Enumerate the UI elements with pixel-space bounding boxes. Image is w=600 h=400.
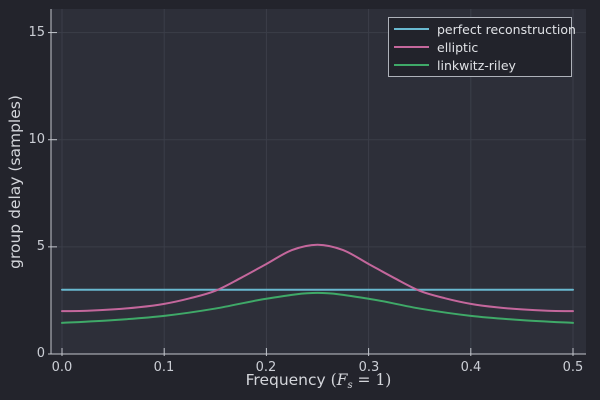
y-tick-label: 15 [28, 25, 45, 40]
y-tick-label: 10 [28, 132, 45, 147]
legend-item-elliptic: elliptic [394, 39, 567, 56]
x-tick-label: 0.4 [460, 360, 482, 375]
legend-line-swatch [394, 46, 429, 48]
y-tick-label: 5 [36, 239, 45, 254]
legend-line-swatch [394, 28, 429, 30]
x-tick-label: 0.1 [153, 360, 175, 375]
x-tick-label: 0.0 [51, 360, 73, 375]
x-tick-label: 0.5 [562, 360, 584, 375]
x-tick-label: 0.2 [255, 360, 277, 375]
legend-item-linkwitz-riley: linkwitz-riley [394, 57, 567, 74]
series-line-linkwitz-riley [61, 291, 574, 324]
x-axis-label: Frequency (Fs = 1) [245, 371, 392, 391]
legend: perfect reconstruction elliptic linkwitz… [388, 17, 576, 77]
y-axis-label: group delay (samples) [6, 95, 24, 269]
x-tick-label: 0.3 [358, 360, 380, 375]
legend-label: perfect reconstruction [437, 21, 576, 37]
y-tick-label: 0 [36, 346, 45, 361]
legend-label: linkwitz-riley [437, 57, 516, 73]
legend-item-perfect-reconstruction: perfect reconstruction [394, 21, 576, 38]
legend-label: elliptic [437, 39, 479, 55]
series-line-elliptic [61, 243, 574, 313]
legend-line-swatch [394, 64, 429, 66]
